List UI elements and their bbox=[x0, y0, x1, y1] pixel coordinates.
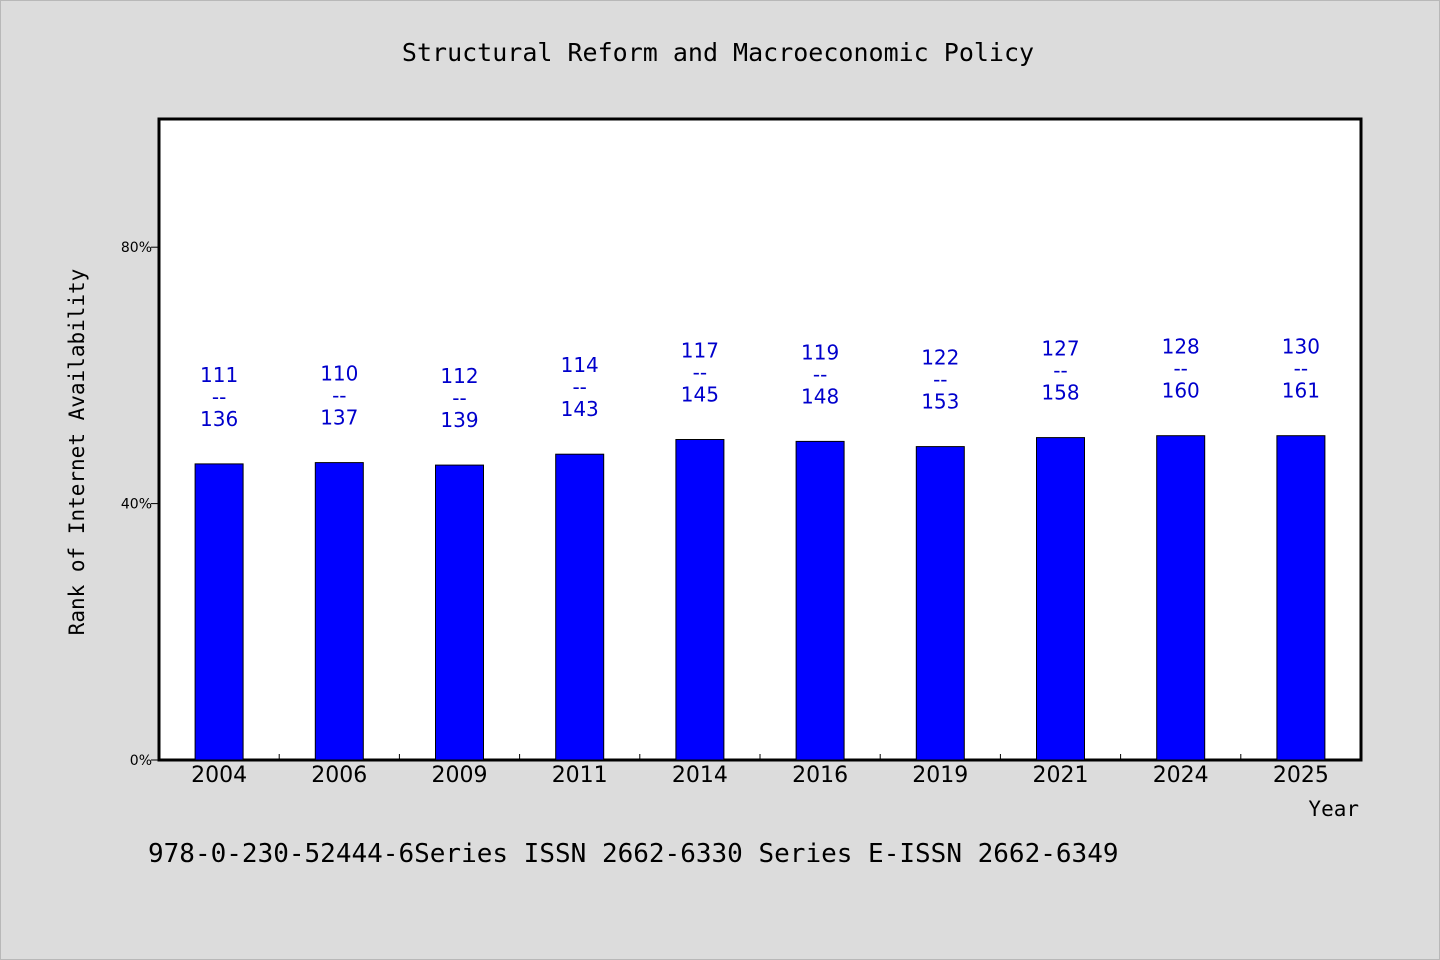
bar-2016 bbox=[795, 440, 845, 761]
data-label-separator: -- bbox=[1053, 359, 1067, 383]
data-label-rank: 119 bbox=[801, 340, 839, 364]
data-label-total: 161 bbox=[1282, 379, 1320, 403]
bar-2004 bbox=[194, 463, 244, 761]
data-label-total: 137 bbox=[320, 406, 358, 430]
x-tick-label: 2009 bbox=[432, 763, 488, 788]
bar-2024 bbox=[1156, 435, 1206, 761]
x-axis-title: Year bbox=[1308, 797, 1359, 821]
data-label-total: 139 bbox=[440, 408, 478, 432]
x-tick-label: 2019 bbox=[912, 763, 968, 788]
data-label-separator: -- bbox=[572, 375, 586, 399]
data-label-total: 145 bbox=[681, 383, 719, 407]
data-label-rank: 114 bbox=[561, 353, 599, 377]
y-axis-title: Rank of Internet Availability bbox=[65, 269, 89, 636]
data-label-separator: -- bbox=[332, 384, 346, 408]
bar-2006 bbox=[314, 462, 364, 761]
data-label-separator: -- bbox=[212, 385, 226, 409]
bar-2019 bbox=[915, 446, 965, 761]
data-label-total: 143 bbox=[561, 397, 599, 421]
data-label-rank: 111 bbox=[200, 363, 238, 387]
data-label-total: 158 bbox=[1041, 381, 1079, 405]
x-tick-label: 2024 bbox=[1153, 763, 1209, 788]
bars-layer bbox=[194, 435, 1326, 761]
data-label-rank: 127 bbox=[1041, 337, 1079, 361]
bar-2025 bbox=[1276, 435, 1326, 761]
x-tick-label: 2021 bbox=[1033, 763, 1089, 788]
data-label-separator: -- bbox=[1294, 357, 1308, 381]
data-label-total: 153 bbox=[921, 390, 959, 414]
data-label-rank: 110 bbox=[320, 362, 358, 386]
data-label-total: 136 bbox=[200, 407, 238, 431]
y-tick-label: 80% bbox=[121, 240, 152, 256]
data-label-rank: 122 bbox=[921, 346, 959, 370]
data-label-total: 160 bbox=[1162, 379, 1200, 403]
x-tick-label: 2014 bbox=[672, 763, 728, 788]
data-label-separator: -- bbox=[452, 386, 466, 410]
data-label-separator: -- bbox=[813, 362, 827, 386]
data-label-separator: -- bbox=[1173, 357, 1187, 381]
x-axis: 2004 2006 2009 2011 2014 2016 2019 2021 2024 2025 bbox=[191, 754, 1329, 788]
data-labels-layer: 111--136110--137112--139114--143117--145… bbox=[200, 335, 1320, 432]
x-tick-label: 2011 bbox=[552, 763, 608, 788]
chart-title: Structural Reform and Macroeconomic Poli… bbox=[402, 38, 1034, 67]
data-label-separator: -- bbox=[933, 368, 947, 392]
y-tick-label: 40% bbox=[121, 497, 152, 513]
bar-2011 bbox=[555, 453, 605, 761]
bar-2014 bbox=[675, 439, 725, 761]
bar-2021 bbox=[1036, 437, 1085, 761]
data-label-rank: 112 bbox=[440, 364, 478, 388]
data-label-rank: 117 bbox=[681, 339, 719, 363]
bar-2009 bbox=[435, 464, 484, 761]
x-tick-label: 2025 bbox=[1273, 763, 1329, 788]
x-tick-label: 2004 bbox=[191, 763, 247, 788]
data-label-total: 148 bbox=[801, 384, 839, 408]
y-tick-label: 0% bbox=[130, 753, 152, 769]
data-label-rank: 128 bbox=[1162, 335, 1200, 359]
footer-isbn-issn: 978-0-230-52444-6Series ISSN 2662-6330 S… bbox=[148, 839, 1119, 869]
y-axis: 0% 40% 80% bbox=[121, 240, 159, 769]
x-tick-label: 2016 bbox=[792, 763, 848, 788]
x-tick-label: 2006 bbox=[311, 763, 367, 788]
data-label-separator: -- bbox=[693, 361, 707, 385]
data-label-rank: 130 bbox=[1282, 335, 1320, 359]
